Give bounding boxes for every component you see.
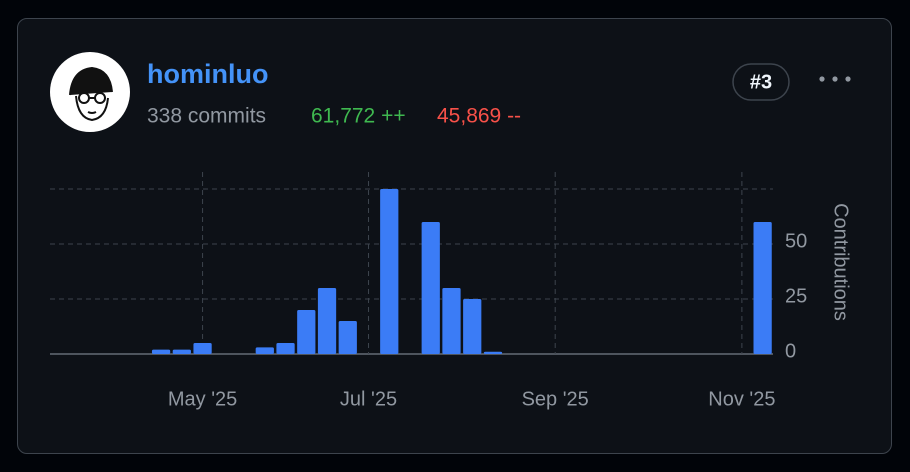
- x-tick-label: Nov '25: [708, 388, 775, 410]
- bar: [255, 347, 274, 354]
- bar: [442, 288, 461, 354]
- bar: [483, 351, 503, 354]
- bar: [317, 288, 337, 354]
- additions: 61,772 ++: [311, 105, 406, 128]
- commit-count: 338 commits: [147, 105, 266, 128]
- bar: [193, 343, 212, 354]
- bar: [380, 189, 399, 354]
- rank: #3: [750, 71, 772, 93]
- x-tick-label: May '25: [168, 388, 237, 410]
- y-tick-label: 50: [785, 230, 807, 252]
- y-tick-label: 25: [785, 285, 807, 307]
- x-tick-label: Jul '25: [340, 388, 397, 410]
- bar: [338, 321, 357, 354]
- bar: [172, 349, 191, 354]
- y-axis-label: Contributions: [830, 203, 852, 321]
- bar: [463, 299, 482, 354]
- deletions: 45,869 --: [437, 105, 521, 128]
- x-tick-label: Sep '25: [522, 388, 589, 410]
- bar: [276, 343, 295, 354]
- contributor-card: [17, 18, 892, 454]
- user-name[interactable]: hominluo: [147, 59, 268, 89]
- rank-badge: [732, 63, 790, 101]
- bar: [753, 222, 772, 354]
- avatar-drawing: [69, 66, 113, 122]
- bar: [297, 310, 316, 354]
- y-tick-label: 0: [785, 340, 796, 362]
- more-menu[interactable]: [819, 76, 851, 82]
- bar: [421, 222, 440, 354]
- bar: [151, 349, 171, 354]
